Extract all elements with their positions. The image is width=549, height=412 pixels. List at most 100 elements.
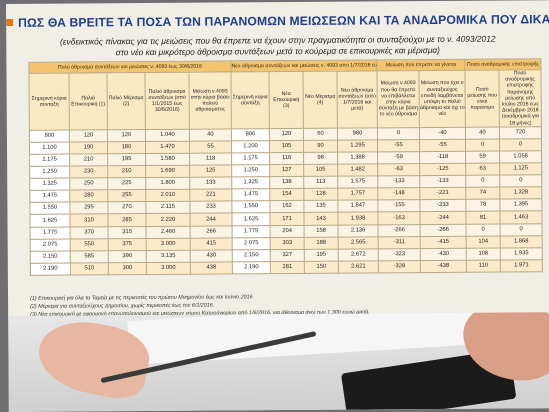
table-cell: 1.325	[29, 178, 70, 191]
table-cell: 1.550	[231, 201, 270, 214]
table-cell: 1.971	[500, 259, 543, 273]
table-row: 2.190 510 300 3.000 438 2.190 281 150 2.621 -328-…	[30, 259, 543, 276]
table-cell: 120	[107, 129, 146, 142]
table-cell: -63	[377, 163, 420, 177]
title-text: ΠΩΣ ΘΑ ΒΡΕΙΤΕ ΤΑ ΠΟΣΑ ΤΩΝ ΠΑΡΑΝΟΜΩΝ ΜΕΙΩ…	[18, 11, 549, 30]
table-cell: 1.395	[499, 199, 543, 212]
table-cell: 1.250	[231, 164, 270, 178]
table-cell: 1.388	[337, 151, 378, 165]
table-cell: 230	[69, 165, 108, 179]
table-cell: 128	[303, 188, 338, 201]
column-header: Παλιό Μέρισμα (2)	[106, 72, 146, 130]
table-cell: 2.621	[338, 260, 379, 274]
table-cell: 1.868	[500, 235, 543, 248]
table-cell: -148	[377, 187, 420, 201]
table-cell: 800	[231, 128, 270, 141]
table-cell: 3.000	[146, 237, 191, 251]
table-cell: -163	[378, 212, 421, 225]
table-cell: 2.220	[145, 213, 191, 227]
table-cell: -59	[377, 151, 420, 165]
table-cell: 0	[465, 138, 500, 152]
table-cell: 285	[107, 214, 147, 227]
table-cell: 195	[107, 153, 146, 166]
table-cell: 108	[466, 247, 501, 261]
table-cell: 430	[190, 249, 233, 263]
table-cell: 0	[499, 174, 542, 188]
table-cell: 225	[107, 177, 146, 191]
table-cell: 1.757	[337, 188, 378, 201]
table-cell: -155	[377, 200, 421, 213]
table-cell: -55	[419, 139, 466, 152]
table-cell: 59	[465, 151, 500, 164]
table-cell: 2.115	[145, 201, 190, 215]
table-cell: 1.482	[337, 164, 378, 177]
table-cell: 204	[270, 225, 305, 238]
table-cell: 295	[69, 202, 108, 215]
table-cell: 150	[304, 261, 339, 274]
table-cell: 195	[304, 248, 339, 262]
table-cell: 1.690	[145, 165, 190, 178]
column-header: Παλιό άθροισμα συντάξεων (από 1/1/2015 έ…	[144, 72, 190, 130]
table-cell: 221	[189, 189, 232, 202]
table-cell: 0	[466, 223, 501, 236]
table-cell: 1.295	[337, 139, 378, 153]
table-cell: 1.470	[145, 141, 190, 154]
table-cell: 1.200	[231, 140, 270, 153]
table-cell: 120	[269, 128, 304, 141]
table-cell: 133	[189, 177, 232, 190]
table-cell: 2.460	[146, 225, 191, 239]
table-cell: 1.175	[231, 152, 270, 166]
table-cell: 303	[270, 237, 305, 250]
table-cell: -133	[419, 175, 466, 188]
table-cell: 158	[304, 224, 339, 238]
table-cell: 1.550	[29, 202, 70, 215]
table-cell: 135	[303, 200, 338, 213]
table-cell: 171	[269, 212, 305, 226]
table-cell: 2.672	[338, 248, 379, 262]
table-cell: 510	[70, 262, 109, 276]
table-cell: 415	[190, 237, 233, 250]
table-cell: 270	[107, 201, 146, 215]
table-cell: 0	[377, 127, 420, 140]
table-cell: 327	[270, 249, 305, 262]
table-column-header: Σημερινή κύρια σύνταξη Παλιά Επικουρική (…	[28, 69, 542, 131]
table-cell: 210	[107, 165, 146, 178]
table-cell: 1.328	[499, 187, 542, 200]
table-cell: 104	[466, 235, 501, 249]
table-cell: 2.075	[30, 238, 71, 252]
pension-table: Πολύ άθροισμα συντάξεων και μειώσεις ν. …	[28, 58, 543, 276]
table-cell: 310	[69, 214, 109, 227]
table-cell: 244	[189, 213, 233, 226]
table-cell: 1.800	[145, 177, 190, 190]
column-header: Σημερινή κύρια σύνταξη	[28, 73, 70, 131]
table-cell: 40	[189, 128, 232, 142]
table-cell: 63	[465, 163, 500, 176]
table-cell: 370	[70, 226, 109, 239]
table-cell: 1.250	[29, 166, 70, 179]
table-cell: 125	[189, 165, 232, 178]
table-cell: 2.150	[30, 250, 71, 264]
table-cell: 105	[303, 164, 338, 177]
table-cell: 1.125	[499, 162, 542, 176]
table-cell: 1.938	[337, 212, 379, 225]
table-cell: 315	[108, 226, 147, 239]
table-cell: 90	[303, 140, 338, 153]
column-header: Ποσό μείωσης που είναι παράνομο	[465, 70, 500, 128]
table-cell: 390	[108, 250, 147, 263]
table-cell: 2.190	[232, 261, 271, 274]
table-cell: 300	[108, 262, 147, 275]
table-cell: -266	[420, 223, 467, 237]
table-cell: 188	[304, 236, 339, 250]
table-cell: -438	[420, 260, 467, 273]
table-cell: 1.580	[145, 153, 190, 166]
table-cell: 2.010	[145, 189, 190, 202]
table-cell: 1.847	[337, 200, 379, 213]
page-title: ΠΩΣ ΘΑ ΒΡΕΙΤΕ ΤΑ ΠΟΣΑ ΤΩΝ ΠΑΡΑΝΟΜΩΝ ΜΕΙΩ…	[6, 12, 549, 30]
table-cell: 110	[466, 259, 501, 273]
table-cell: 1.058	[499, 150, 542, 164]
table-cell: 1.625	[231, 213, 271, 226]
newspaper-page: ΠΩΣ ΘΑ ΒΡΕΙΤΕ ΤΑ ΠΟΣΑ ΤΩΝ ΠΑΡΑΝΟΜΩΝ ΜΕΙΩ…	[6, 0, 549, 412]
table-cell: 0	[465, 175, 500, 188]
title-bullet-icon	[6, 18, 14, 26]
table-cell: 180	[107, 141, 146, 154]
